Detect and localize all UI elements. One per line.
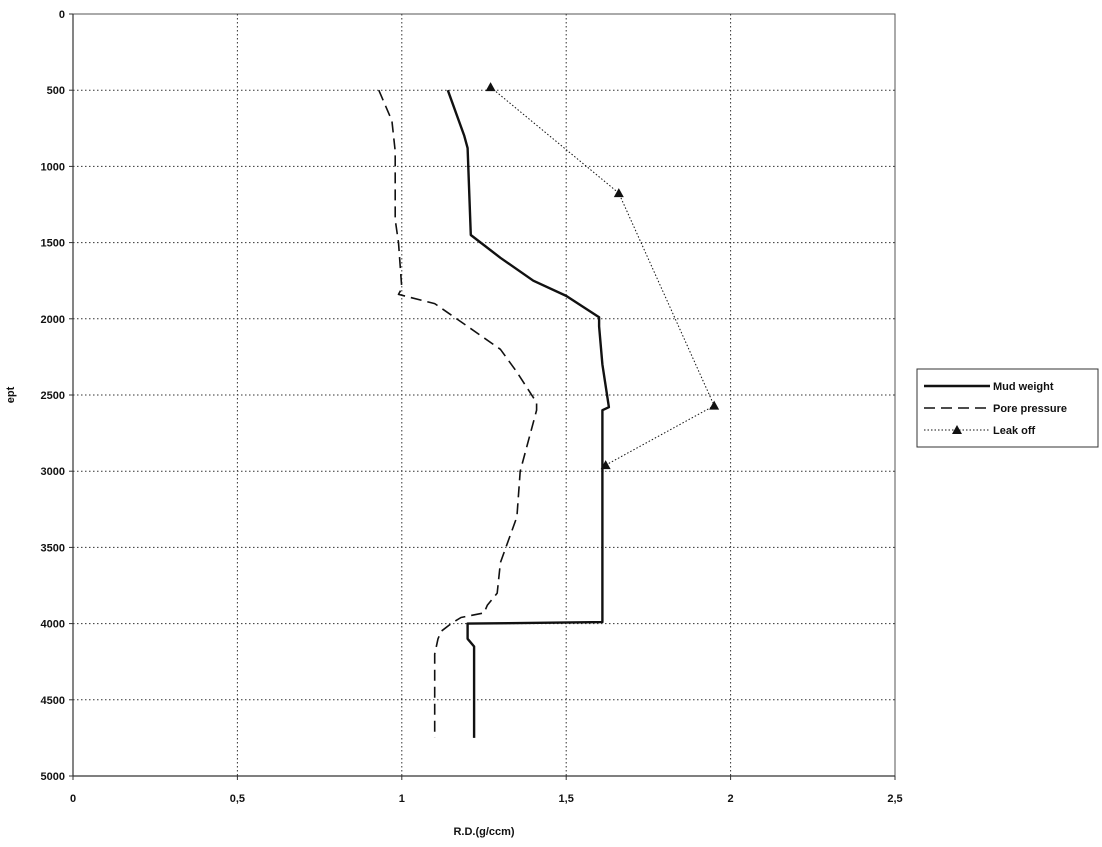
y-tick-label: 5000	[41, 771, 65, 783]
legend-item-pore-pressure: Pore pressure	[924, 403, 1067, 415]
y-tick-label: 500	[47, 85, 65, 97]
data-point-leak-off	[485, 82, 496, 92]
x-tick-label: 0	[70, 793, 76, 805]
legend-item-mud-weight: Mud weight	[924, 381, 1054, 393]
series-pore-pressure	[378, 89, 538, 738]
series-line-mud-weight	[446, 89, 611, 738]
y-tick-label: 1500	[41, 238, 65, 250]
y-tick-labels: 0 500 1000 1500 2000 2500 3000 3500 4000 4500 5000	[41, 9, 65, 783]
grid-lines	[73, 14, 895, 776]
legend-items: Mud weight Pore pressure Leak off	[924, 381, 1067, 437]
y-tick-label: 3500	[41, 542, 65, 554]
x-tick-label: 1,5	[559, 793, 574, 805]
x-tick-label: 2	[728, 793, 734, 805]
series-layer	[378, 82, 720, 738]
legend-item-leak-off: Leak off	[924, 425, 1036, 437]
legend-marker-leak-off	[952, 425, 962, 434]
legend-label-leak-off: Leak off	[993, 425, 1036, 437]
legend: Mud weight Pore pressure Leak off	[916, 368, 1099, 448]
y-tick-label: 4000	[41, 619, 65, 631]
series-leak-off	[485, 82, 720, 470]
y-tick-label: 3000	[41, 466, 65, 478]
axes	[69, 13, 896, 780]
data-point-leak-off	[600, 460, 611, 470]
x-tick-labels: 0 0,5 1 1,5 2 2,5	[70, 793, 903, 805]
y-tick-label: 4500	[41, 695, 65, 707]
y-tick-label: 2500	[41, 390, 65, 402]
y-tick-label: 1000	[41, 161, 65, 173]
series-mud-weight	[446, 89, 611, 738]
plot-area	[72, 13, 896, 777]
x-tick-label: 0,5	[230, 793, 245, 805]
data-point-leak-off	[613, 188, 624, 198]
series-line-pore-pressure	[378, 89, 538, 738]
x-tick-label: 2,5	[887, 793, 902, 805]
legend-label-mud-weight: Mud weight	[993, 381, 1054, 393]
y-tick-label: 2000	[41, 314, 65, 326]
legend-label-pore-pressure: Pore pressure	[993, 403, 1067, 415]
data-point-leak-off	[709, 400, 720, 410]
y-axis-title: ept	[5, 386, 17, 403]
x-tick-label: 1	[399, 793, 405, 805]
y-tick-label: 0	[59, 9, 65, 21]
x-axis-title: R.D.(g/ccm)	[453, 826, 514, 838]
